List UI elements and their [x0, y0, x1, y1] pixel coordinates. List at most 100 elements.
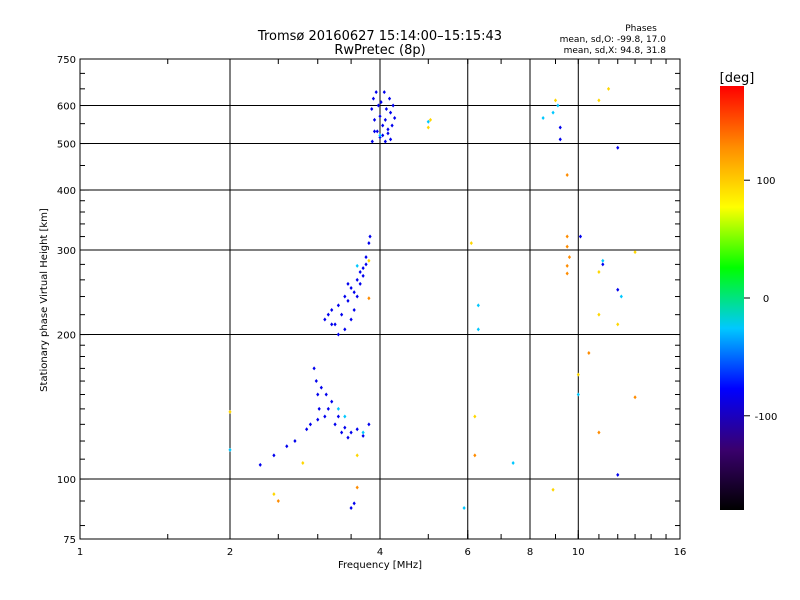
data-point: [352, 501, 356, 506]
colorbar-ticks: 100 0 -100: [744, 176, 777, 423]
data-point: [565, 234, 569, 239]
data-point: [567, 255, 572, 260]
y-tick-label: 300: [57, 246, 76, 257]
data-point: [551, 110, 555, 115]
data-point: [384, 107, 388, 112]
data-point: [333, 422, 337, 427]
data-point: [361, 273, 365, 278]
data-point: [426, 119, 430, 124]
x-tick-label: 16: [674, 547, 687, 558]
data-point: [558, 137, 562, 142]
colorbar-tick-label: 100: [756, 176, 775, 187]
data-point: [616, 145, 620, 150]
data-point: [316, 417, 320, 422]
data-point: [330, 307, 334, 312]
data-point: [355, 485, 359, 490]
data-point: [381, 133, 385, 138]
data-point: [616, 322, 620, 327]
data-point: [386, 127, 390, 132]
data-point: [391, 103, 395, 108]
data-point: [565, 172, 569, 177]
data-point: [565, 244, 569, 249]
data-point: [358, 281, 362, 286]
y-tick-label: 400: [57, 186, 76, 197]
data-point: [386, 131, 390, 136]
data-point: [378, 114, 382, 119]
data-point: [601, 258, 605, 263]
data-point: [381, 123, 385, 128]
data-point: [616, 287, 620, 292]
data-point: [556, 103, 560, 108]
y-tick-label: 750: [57, 55, 76, 66]
data-point: [390, 123, 394, 128]
data-point: [428, 117, 433, 122]
data-point: [323, 414, 327, 419]
data-point: [343, 425, 347, 430]
data-point: [370, 139, 374, 144]
data-point: [228, 409, 232, 414]
data-point: [361, 266, 365, 271]
data-point: [376, 103, 380, 108]
data-point: [393, 116, 397, 121]
data-point: [355, 277, 359, 282]
data-point: [383, 139, 387, 144]
data-point: [367, 422, 371, 427]
data-point: [361, 430, 365, 435]
data-point: [541, 116, 545, 121]
data-point: [565, 271, 569, 276]
data-point: [336, 406, 340, 411]
data-point: [319, 385, 323, 390]
data-point: [301, 460, 305, 465]
data-point: [355, 294, 359, 299]
data-point: [368, 234, 372, 239]
data-point: [379, 100, 383, 105]
data-point: [285, 444, 289, 449]
data-point: [330, 322, 334, 327]
data-point: [355, 263, 359, 268]
chart-title: Tromsø 20160627 15:14:00–15:15:43: [257, 29, 502, 44]
data-point: [317, 406, 321, 411]
data-point: [597, 98, 601, 103]
data-point: [324, 392, 328, 397]
x-tick-label: 8: [527, 547, 533, 558]
data-point: [374, 90, 378, 95]
y-tick-label: 500: [57, 140, 76, 151]
data-point: [276, 498, 280, 503]
data-point: [616, 472, 620, 477]
data-point: [349, 430, 353, 435]
grid-lines: [80, 59, 680, 539]
data-point: [343, 327, 347, 332]
data-point: [272, 492, 276, 497]
colorbar-label: [deg]: [720, 71, 755, 86]
chart-subtitle: RwPretec (8p): [334, 43, 425, 58]
data-point: [378, 133, 382, 138]
data-point: [565, 263, 569, 268]
data-point: [355, 453, 359, 458]
colorbar: [720, 86, 744, 510]
data-point: [346, 298, 350, 303]
data-point: [367, 241, 371, 246]
data-point: [343, 294, 347, 299]
data-point: [426, 125, 430, 130]
data-point: [316, 392, 320, 397]
data-point: [293, 439, 297, 444]
data-point: [323, 317, 327, 322]
data-point: [312, 366, 316, 371]
data-point: [578, 234, 583, 239]
data-point: [371, 96, 376, 101]
x-axis-ticks: 1 2 4 6 8 10 16: [77, 530, 687, 558]
data-point: [388, 110, 393, 115]
data-point: [343, 414, 347, 419]
data-points: [228, 86, 637, 511]
data-point: [336, 303, 340, 308]
stats-heading: Phases: [625, 24, 657, 34]
stats-o-mode: mean, sd,O: -99.8, 17.0: [560, 35, 667, 45]
data-point: [633, 395, 637, 400]
data-point: [340, 312, 344, 317]
x-tick-label: 2: [227, 547, 233, 558]
data-point: [576, 392, 580, 397]
data-point: [346, 435, 350, 440]
x-tick-label: 1: [77, 547, 83, 558]
data-point: [340, 430, 344, 435]
